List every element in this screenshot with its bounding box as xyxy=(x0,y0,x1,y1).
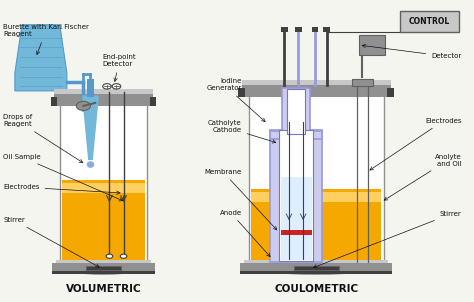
FancyBboxPatch shape xyxy=(294,266,338,270)
FancyBboxPatch shape xyxy=(54,89,153,94)
FancyBboxPatch shape xyxy=(86,266,121,270)
Ellipse shape xyxy=(87,161,94,168)
FancyBboxPatch shape xyxy=(281,230,311,235)
FancyBboxPatch shape xyxy=(282,88,310,139)
FancyBboxPatch shape xyxy=(56,260,151,263)
Text: CONTROL: CONTROL xyxy=(409,17,450,26)
FancyBboxPatch shape xyxy=(279,130,313,261)
Text: End-point
Detector: End-point Detector xyxy=(102,54,136,81)
FancyBboxPatch shape xyxy=(287,89,305,134)
Polygon shape xyxy=(15,25,67,91)
Ellipse shape xyxy=(76,101,91,111)
Text: Detector: Detector xyxy=(362,44,462,59)
Text: Oil Sample: Oil Sample xyxy=(3,154,123,201)
Ellipse shape xyxy=(120,254,127,258)
FancyBboxPatch shape xyxy=(295,27,302,32)
Text: Catholyte
Cathode: Catholyte Cathode xyxy=(208,120,276,143)
Polygon shape xyxy=(82,95,99,160)
FancyBboxPatch shape xyxy=(251,191,381,202)
FancyBboxPatch shape xyxy=(150,97,156,106)
Text: Stirrer: Stirrer xyxy=(314,211,462,268)
FancyBboxPatch shape xyxy=(323,27,330,32)
FancyBboxPatch shape xyxy=(312,27,318,32)
FancyBboxPatch shape xyxy=(270,130,322,262)
FancyBboxPatch shape xyxy=(251,188,381,265)
Ellipse shape xyxy=(103,84,111,89)
FancyBboxPatch shape xyxy=(240,263,392,271)
FancyBboxPatch shape xyxy=(51,97,57,106)
Ellipse shape xyxy=(251,256,381,272)
FancyBboxPatch shape xyxy=(244,260,388,263)
Text: Stirrer: Stirrer xyxy=(3,217,99,267)
FancyBboxPatch shape xyxy=(60,94,147,265)
FancyBboxPatch shape xyxy=(238,88,245,97)
FancyBboxPatch shape xyxy=(242,80,391,85)
Polygon shape xyxy=(270,131,282,139)
FancyBboxPatch shape xyxy=(242,84,391,97)
FancyBboxPatch shape xyxy=(62,183,145,193)
FancyBboxPatch shape xyxy=(400,11,459,32)
FancyBboxPatch shape xyxy=(62,180,145,265)
Text: Anode: Anode xyxy=(219,210,270,257)
Text: VOLUMETRIC: VOLUMETRIC xyxy=(66,284,141,294)
Text: Drops of
Reagent: Drops of Reagent xyxy=(3,114,83,162)
Text: Electrodes: Electrodes xyxy=(370,118,462,170)
FancyBboxPatch shape xyxy=(281,177,311,260)
FancyBboxPatch shape xyxy=(52,263,155,271)
Text: Iodine
Generator: Iodine Generator xyxy=(206,78,265,122)
Text: Burette with Karl Fischer
Reagent: Burette with Karl Fischer Reagent xyxy=(3,24,89,54)
FancyBboxPatch shape xyxy=(281,27,288,32)
Ellipse shape xyxy=(249,256,383,274)
Text: Anolyte
and Oil: Anolyte and Oil xyxy=(384,153,462,200)
FancyBboxPatch shape xyxy=(387,88,394,97)
Polygon shape xyxy=(310,131,322,139)
FancyBboxPatch shape xyxy=(240,271,392,274)
Ellipse shape xyxy=(60,256,147,274)
FancyBboxPatch shape xyxy=(54,93,153,106)
FancyBboxPatch shape xyxy=(352,79,373,86)
Ellipse shape xyxy=(112,84,121,89)
Ellipse shape xyxy=(106,254,113,258)
FancyBboxPatch shape xyxy=(249,85,383,265)
FancyBboxPatch shape xyxy=(87,79,94,97)
FancyBboxPatch shape xyxy=(52,271,155,274)
Text: COULOMETRIC: COULOMETRIC xyxy=(274,284,358,294)
FancyBboxPatch shape xyxy=(359,35,385,55)
Text: Electrodes: Electrodes xyxy=(3,184,120,194)
Text: Membrane: Membrane xyxy=(204,169,277,230)
Ellipse shape xyxy=(62,256,145,272)
